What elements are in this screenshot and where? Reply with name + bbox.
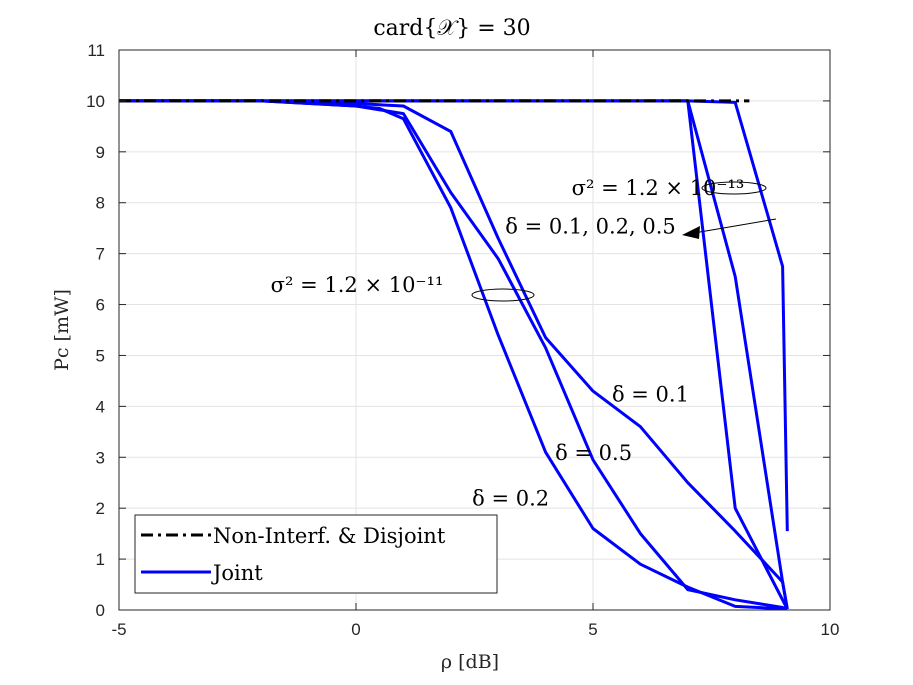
y-tick-label: 0 <box>96 601 105 620</box>
arrow-head <box>682 226 700 239</box>
y-tick-label: 1 <box>96 550 105 569</box>
legend-box <box>134 514 498 594</box>
annotation-label: δ = 0.2 <box>472 487 549 511</box>
ticks: -5 0 5 10 0 1 2 3 4 5 6 7 8 9 10 11 <box>86 41 839 639</box>
y-tick-label: 7 <box>96 245 105 264</box>
sigma11-ellipse <box>471 288 535 302</box>
legend-label-non-interf: Non-Interf. & Disjoint <box>213 524 446 548</box>
chart-title: card{𝒳} = 30 <box>373 16 530 41</box>
annotation-label: σ² = 1.2 × 10⁻¹¹ <box>271 273 444 297</box>
arrow-shaft <box>693 218 777 234</box>
y-tick-label: 4 <box>96 397 105 416</box>
legend: Non-Interf. & Disjoint Joint <box>134 514 498 594</box>
y-tick-label: 3 <box>96 448 105 467</box>
annotations: σ² = 1.2 × 10⁻¹³ δ = 0.1, 0.2, 0.5 σ² = 1.… <box>271 176 777 511</box>
x-tick-label: 10 <box>821 620 840 639</box>
series-line-joint-4 <box>119 99 789 532</box>
y-axis-label: Pc [mW] <box>51 289 73 371</box>
annotation-label: σ² = 1.2 × 10⁻¹³ <box>572 176 745 200</box>
series-line-joint-1 <box>119 99 789 610</box>
y-tick-label: 2 <box>96 499 105 518</box>
annotation-label: δ = 0.1 <box>612 382 689 406</box>
y-tick-label: 8 <box>96 194 105 213</box>
axes-box <box>118 49 831 611</box>
annotation-label: δ = 0.5 <box>555 441 632 465</box>
y-tick-label: 11 <box>87 41 105 60</box>
x-tick-label: -5 <box>111 620 126 639</box>
x-tick-label: 0 <box>351 620 360 639</box>
x-tick-label: 5 <box>588 620 597 639</box>
series-group <box>119 99 789 611</box>
sigma13-ellipse <box>701 181 767 195</box>
y-tick-label: 10 <box>86 92 105 111</box>
y-tick-label: 5 <box>96 346 105 365</box>
series-line-joint-3 <box>119 99 788 611</box>
x-axis-label: ρ [dB] <box>441 651 499 673</box>
y-tick-label: 6 <box>96 296 105 315</box>
y-tick-label: 9 <box>96 143 105 162</box>
legend-label-joint: Joint <box>211 561 263 585</box>
annotation-label: δ = 0.1, 0.2, 0.5 <box>505 214 675 238</box>
